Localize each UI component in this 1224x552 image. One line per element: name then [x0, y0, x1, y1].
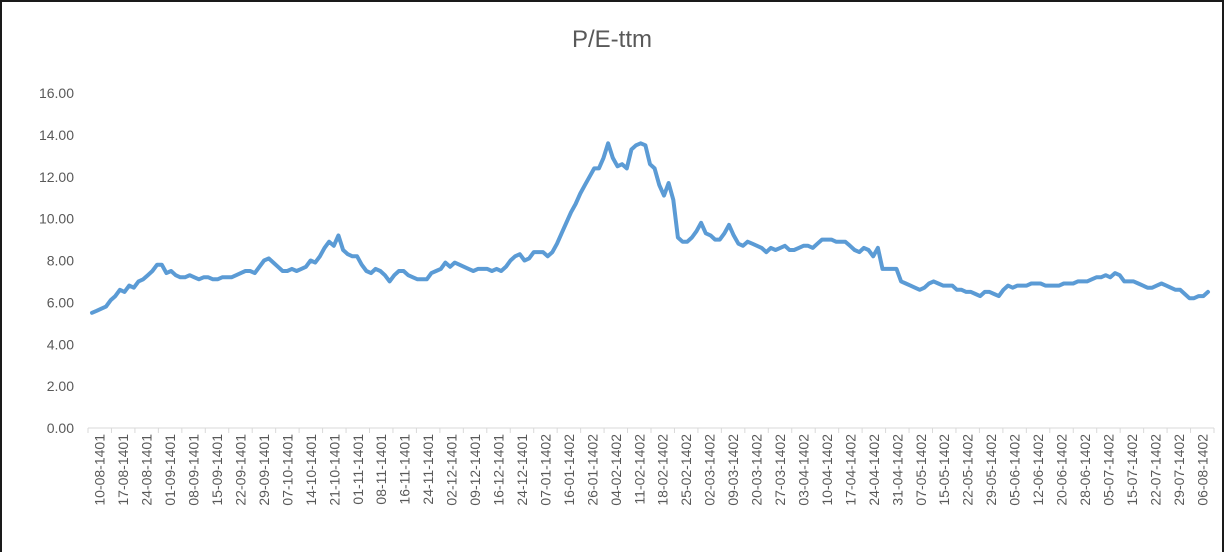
x-tick-label: 14-10-1401 — [303, 434, 319, 506]
y-tick-label: 10.00 — [39, 211, 74, 227]
x-tick-label: 01-11-1401 — [350, 434, 366, 505]
x-tick-label: 16-11-1401 — [397, 434, 413, 505]
x-tick-label: 07-01-1402 — [537, 434, 553, 506]
x-tick-label: 09-03-1402 — [725, 434, 741, 506]
x-tick-label: 24-04-1402 — [866, 434, 882, 506]
x-tick-label: 08-11-1401 — [373, 434, 389, 505]
x-tick-label: 18-02-1402 — [655, 434, 671, 506]
x-tick-label: 05-06-1402 — [1007, 434, 1023, 506]
y-tick-label: 8.00 — [47, 253, 74, 269]
x-tick-label: 20-03-1402 — [749, 434, 765, 506]
y-tick-label: 12.00 — [39, 169, 74, 185]
x-tick-label: 22-05-1402 — [960, 434, 976, 506]
x-tick-label: 25-02-1402 — [678, 434, 694, 506]
x-tick-label: 29-05-1402 — [983, 434, 999, 506]
y-axis-ticks: 0.00 2.00 4.00 6.00 8.00 10.00 12.00 14.00 16.00 — [39, 85, 74, 436]
x-tick-label: 17-08-1401 — [115, 434, 131, 506]
x-tick-label: 06-08-1402 — [1194, 434, 1210, 506]
x-tick-label: 07-05-1402 — [913, 434, 929, 506]
x-tick-label: 11-02-1402 — [631, 434, 647, 505]
x-tick-label: 31-04-1402 — [889, 434, 905, 506]
x-tick-label: 24-08-1401 — [139, 434, 155, 506]
chart-title: P/E-ttm — [571, 26, 652, 53]
series-line-pe-ttm — [90, 141, 1210, 315]
x-tick-label: 12-06-1402 — [1030, 434, 1046, 506]
x-tick-label: 21-10-1401 — [326, 434, 342, 506]
y-tick-label: 16.00 — [39, 85, 74, 101]
x-tick-label: 02-12-1401 — [444, 434, 460, 506]
x-tick-label: 29-07-1402 — [1171, 434, 1187, 506]
x-tick-label: 15-05-1402 — [936, 434, 952, 506]
x-tick-label: 07-10-1401 — [279, 434, 295, 506]
x-tick-label: 10-04-1402 — [819, 434, 835, 506]
x-tick-label: 10-08-1401 — [92, 434, 108, 506]
x-tick-label: 09-12-1401 — [467, 434, 483, 506]
x-tick-label: 03-04-1402 — [795, 434, 811, 506]
x-tick-label: 16-12-1401 — [491, 434, 507, 506]
x-tick-label: 15-07-1402 — [1124, 434, 1140, 506]
x-axis-tick-labels: 10-08-1401 17-08-1401 24-08-1401 01-09-1401… — [92, 434, 1211, 506]
y-tick-label: 14.00 — [39, 127, 74, 143]
x-tick-label: 16-01-1402 — [561, 434, 577, 506]
x-tick-label: 24-12-1401 — [514, 434, 530, 506]
x-tick-label: 26-01-1402 — [584, 434, 600, 506]
x-tick-label: 24-11-1401 — [420, 434, 436, 505]
x-tick-label: 20-06-1402 — [1054, 434, 1070, 506]
x-tick-label: 15-09-1401 — [209, 434, 225, 506]
y-tick-label: 0.00 — [47, 420, 74, 436]
x-tick-label: 29-09-1401 — [256, 434, 272, 506]
x-tick-label: 01-09-1401 — [162, 434, 178, 506]
x-tick-label: 28-06-1402 — [1077, 434, 1093, 506]
x-tick-label: 08-09-1401 — [186, 434, 202, 506]
x-tick-label: 22-09-1401 — [232, 434, 248, 506]
x-tick-label: 02-03-1402 — [702, 434, 718, 506]
x-axis-tick-marks — [87, 428, 1215, 433]
x-tick-label: 27-03-1402 — [772, 434, 788, 506]
x-tick-label: 05-07-1402 — [1100, 434, 1116, 506]
y-tick-label: 2.00 — [47, 378, 74, 394]
x-tick-label: 17-04-1402 — [842, 434, 858, 506]
y-tick-label: 4.00 — [47, 336, 74, 352]
x-tick-label: 22-07-1402 — [1147, 434, 1163, 506]
x-tick-label: 04-02-1402 — [608, 434, 624, 506]
y-tick-label: 6.00 — [47, 294, 74, 310]
